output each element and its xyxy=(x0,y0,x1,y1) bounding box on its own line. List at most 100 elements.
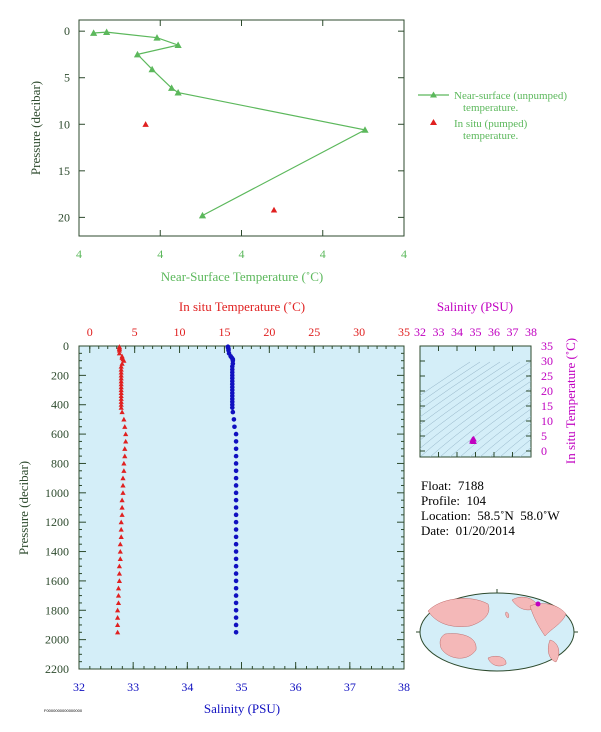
near-surface-point xyxy=(133,50,142,58)
salinity-point xyxy=(233,490,239,496)
top-legend: Near-surface (unpumped) temperature. In … xyxy=(418,90,567,142)
temperature-point xyxy=(115,585,122,591)
temperature-point xyxy=(118,399,124,404)
temperature-point xyxy=(118,387,124,393)
salinity-point xyxy=(233,541,239,547)
salinity-tick-label: 33 xyxy=(127,680,139,694)
temperature-point xyxy=(118,390,124,396)
profile-plot-area xyxy=(78,345,405,670)
salinity-point xyxy=(233,563,239,569)
temperature-point xyxy=(116,570,123,576)
temperature-point xyxy=(118,366,124,372)
legend-entry-pumped: In situ (pumped) xyxy=(454,118,528,130)
temperature-point xyxy=(116,563,123,569)
salinity-tick-label: 32 xyxy=(73,680,85,694)
pressure-tick-label: 400 xyxy=(51,398,69,412)
near-surface-point xyxy=(174,41,182,49)
temperature-tick-label: 10 xyxy=(174,325,186,339)
temperature-point xyxy=(118,396,124,401)
temperature-point xyxy=(121,358,127,363)
density-contour xyxy=(420,361,481,403)
salinity-point xyxy=(233,622,239,628)
temperature-point xyxy=(122,453,128,459)
salinity-point xyxy=(233,593,239,598)
salinity-point xyxy=(233,519,239,525)
map-land xyxy=(427,596,567,667)
temperature-point xyxy=(115,622,121,628)
ts-y-tick-label: 5 xyxy=(541,429,547,443)
temperature-point xyxy=(115,615,121,620)
temperature-point xyxy=(119,409,125,415)
temperature-point xyxy=(118,381,124,387)
temperature-tick-label: 20 xyxy=(263,325,275,339)
salinity-point xyxy=(233,439,239,444)
density-contour xyxy=(499,431,531,457)
salinity-point xyxy=(233,461,239,466)
temperature-point xyxy=(118,369,124,375)
top-x-tick-label: 4 xyxy=(157,247,163,261)
salinity-point xyxy=(233,556,239,562)
temperature-point xyxy=(115,592,122,598)
salinity-point xyxy=(233,600,239,606)
salinity-point xyxy=(230,409,236,415)
salinity-point xyxy=(231,417,237,422)
density-contour xyxy=(489,423,531,457)
float-location: Location: 58.5˚N 58.0˚W xyxy=(421,508,560,523)
ts-y-tick-label: 20 xyxy=(541,384,553,398)
in-situ-point xyxy=(142,121,149,127)
density-contour xyxy=(449,394,531,457)
salinity-point xyxy=(233,527,239,532)
density-contour xyxy=(469,408,531,457)
legend-entry-pumped-2: temperature. xyxy=(463,130,519,142)
top-y-tick-label: 15 xyxy=(58,164,70,178)
temperature-point xyxy=(119,512,125,517)
temperature-tick-label: 35 xyxy=(398,325,410,339)
temperature-tick-label: 5 xyxy=(132,325,138,339)
profile-number: Profile: 104 xyxy=(421,493,486,508)
temperature-point xyxy=(120,475,126,481)
salinity-point xyxy=(233,534,239,540)
top-y-tick-label: 0 xyxy=(64,24,70,38)
map-float-location-marker xyxy=(535,601,541,607)
temperature-point xyxy=(117,556,123,561)
salinity-ticks: 32 33 34 35 36 37 38 xyxy=(73,662,410,694)
top-x-ticks: 4 4 4 4 4 xyxy=(76,20,407,261)
ts-y-tick-label: 10 xyxy=(541,414,553,428)
pressure-tick-label: 1000 xyxy=(45,486,69,500)
temperature-point xyxy=(118,384,124,390)
temperature-tick-label: 0 xyxy=(87,325,93,339)
salinity-point xyxy=(233,578,239,584)
ts-salinity-axis-label: Salinity (PSU) xyxy=(437,299,513,314)
top-plot-frame xyxy=(78,19,405,237)
salinity-point xyxy=(233,483,239,488)
pressure-axis-label: Pressure (decibar) xyxy=(16,461,31,555)
salinity-point xyxy=(233,497,239,503)
near-surface-point xyxy=(103,28,111,35)
pressure-tick-label: 1800 xyxy=(45,603,69,617)
near-surface-temperature-panel: 0 5 10 15 20 4 4 4 4 4 Near-Surface Temperature … xyxy=(28,19,567,284)
temperature-point xyxy=(118,526,124,532)
salinity-point xyxy=(233,475,239,481)
temperature-point xyxy=(118,372,124,378)
profile-panel: 0200400600800100012001400160018002000220… xyxy=(16,299,410,716)
temperature-point xyxy=(118,405,124,410)
temperature-point xyxy=(117,541,123,547)
salinity-point xyxy=(233,549,239,554)
temperature-point xyxy=(116,578,123,583)
density-contour xyxy=(459,401,531,457)
ts-x-tick-label: 32 xyxy=(414,325,426,339)
temperature-point xyxy=(118,393,124,398)
temperature-point xyxy=(123,431,129,437)
density-contour xyxy=(519,447,531,457)
temperature-tick-label: 15 xyxy=(218,325,230,339)
salinity-point xyxy=(229,405,235,410)
density-contour xyxy=(439,387,531,457)
salinity-tick-label: 34 xyxy=(181,680,193,694)
salinity-profile-points xyxy=(225,344,239,635)
ts-y-tick-label: 30 xyxy=(541,354,553,368)
density-contour xyxy=(479,415,531,457)
temperature-point xyxy=(121,468,127,473)
density-contour xyxy=(420,361,491,410)
